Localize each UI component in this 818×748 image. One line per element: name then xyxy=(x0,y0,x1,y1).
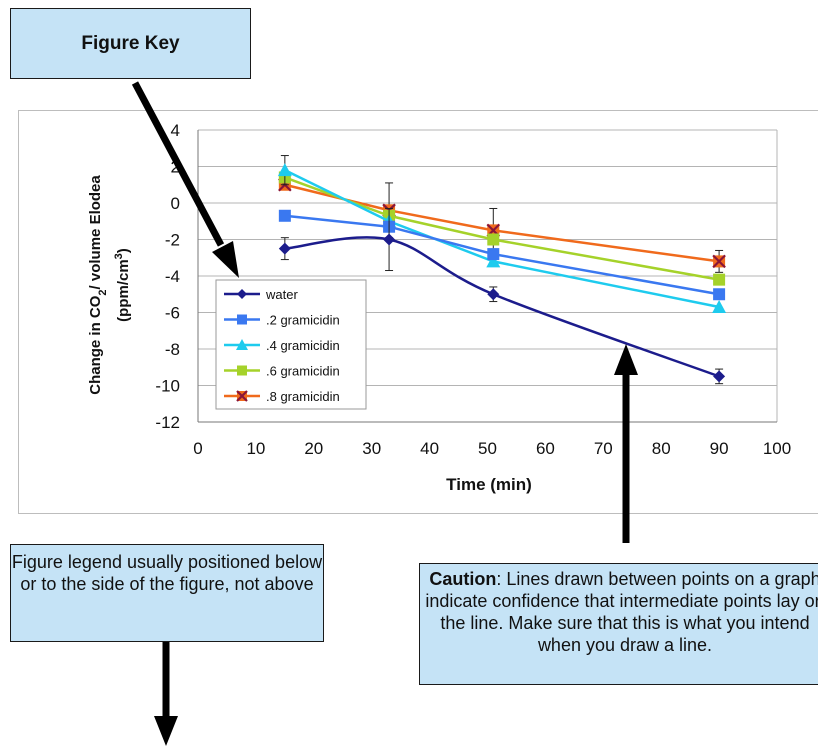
legend-swatch-marker xyxy=(237,289,247,299)
legend-swatch-marker xyxy=(236,339,248,350)
data-point xyxy=(486,254,501,268)
y-tick-label: 4 xyxy=(171,121,180,140)
x-tick-label: 20 xyxy=(304,439,323,458)
x-tick-label: 40 xyxy=(420,439,439,458)
y-tick-label: -6 xyxy=(165,304,180,323)
data-point xyxy=(712,254,726,269)
marker-cross xyxy=(236,390,248,402)
data-point xyxy=(487,248,500,261)
y-tick-label: 0 xyxy=(171,194,180,213)
data-point xyxy=(713,370,726,383)
data-point xyxy=(713,273,726,286)
series-2-gramicidin xyxy=(278,209,726,301)
data-point xyxy=(487,288,500,301)
legend-entry: water xyxy=(224,287,298,302)
legend-note-arrowhead xyxy=(154,716,178,746)
data-point xyxy=(277,163,292,177)
legend-note-box: Figure legend usually positioned below o… xyxy=(10,544,324,642)
x-tick-label: 0 xyxy=(193,439,202,458)
x-axis-title: Time (min) xyxy=(446,475,532,494)
caution-title: Caution xyxy=(429,569,497,589)
figure-key-arrowhead xyxy=(212,241,239,278)
series-6-gramicidin xyxy=(278,171,726,286)
y-tick-label: 2 xyxy=(171,158,180,177)
legend-swatch-marker xyxy=(237,314,247,325)
legend-entry: .4 gramicidin xyxy=(224,338,340,353)
y-axis-title-line2: (ppm/cm3) xyxy=(113,248,132,322)
x-tick-label: 100 xyxy=(763,439,791,458)
legend-label: .8 gramicidin xyxy=(266,389,340,404)
legend-entry: .2 gramicidin xyxy=(224,313,340,328)
data-point xyxy=(487,233,500,246)
y-tick-label: -4 xyxy=(165,267,180,286)
legend-swatch-marker xyxy=(236,390,248,402)
marker-cross xyxy=(712,254,726,269)
series-line xyxy=(284,236,720,378)
figure-key-arrow xyxy=(131,81,225,247)
data-point xyxy=(278,209,291,222)
x-tick-label: 70 xyxy=(594,439,613,458)
x-tick-label: 60 xyxy=(536,439,555,458)
legend-entry: .6 gramicidin xyxy=(224,364,340,379)
legend-entry: .8 gramicidin xyxy=(224,389,340,404)
caution-text: : Lines drawn between points on a graph … xyxy=(425,569,818,655)
legend-label: .6 gramicidin xyxy=(266,364,340,379)
x-tick-label: 90 xyxy=(710,439,729,458)
y-tick-label: -10 xyxy=(155,377,180,396)
y-tick-label: -12 xyxy=(155,413,180,432)
caution-arrowhead xyxy=(614,344,638,375)
legend-label: .2 gramicidin xyxy=(266,313,340,328)
legend-label: water xyxy=(265,287,298,302)
figure-key-box: Figure Key xyxy=(10,8,251,79)
series-water xyxy=(278,207,726,385)
y-axis-title: Change in CO2/ volume Elodea(ppm/cm3) xyxy=(87,175,132,395)
caution-box: Caution: Lines drawn between points on a… xyxy=(419,563,818,685)
data-point xyxy=(712,300,727,314)
figure-key-label: Figure Key xyxy=(81,32,180,54)
x-tick-label: 30 xyxy=(362,439,381,458)
x-tick-label: 80 xyxy=(652,439,671,458)
y-tick-label: -8 xyxy=(165,340,180,359)
legend-swatch-marker xyxy=(237,365,247,376)
x-tick-label: 50 xyxy=(478,439,497,458)
legend-note-text: Figure legend usually positioned below o… xyxy=(11,552,323,594)
y-tick-label: -2 xyxy=(165,231,180,250)
data-point xyxy=(278,242,291,255)
legend-label: .4 gramicidin xyxy=(266,338,340,353)
series-8-gramicidin xyxy=(278,177,726,273)
series-line xyxy=(284,214,720,296)
y-axis-title-line1: Change in CO2/ volume Elodea xyxy=(87,175,109,395)
data-point xyxy=(713,288,726,301)
data-point xyxy=(383,233,396,246)
x-tick-label: 10 xyxy=(246,439,265,458)
